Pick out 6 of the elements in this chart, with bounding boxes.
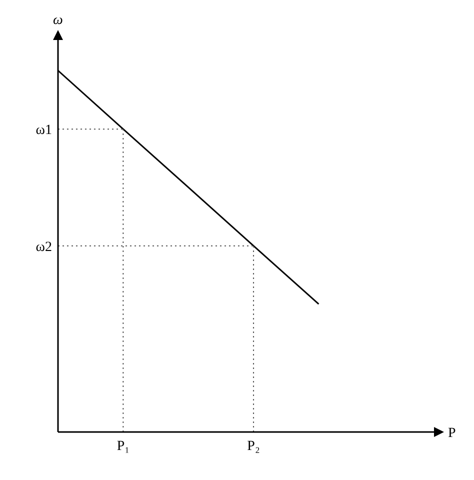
- y-axis-title: ω: [53, 13, 64, 28]
- ref-line-label: ω1: [36, 123, 52, 138]
- x-axis-title: P: [448, 426, 456, 441]
- x-tick-label: P₂: [247, 438, 260, 454]
- x-tick-label: P₁: [116, 438, 130, 454]
- ref-line-label: ω2: [36, 240, 52, 255]
